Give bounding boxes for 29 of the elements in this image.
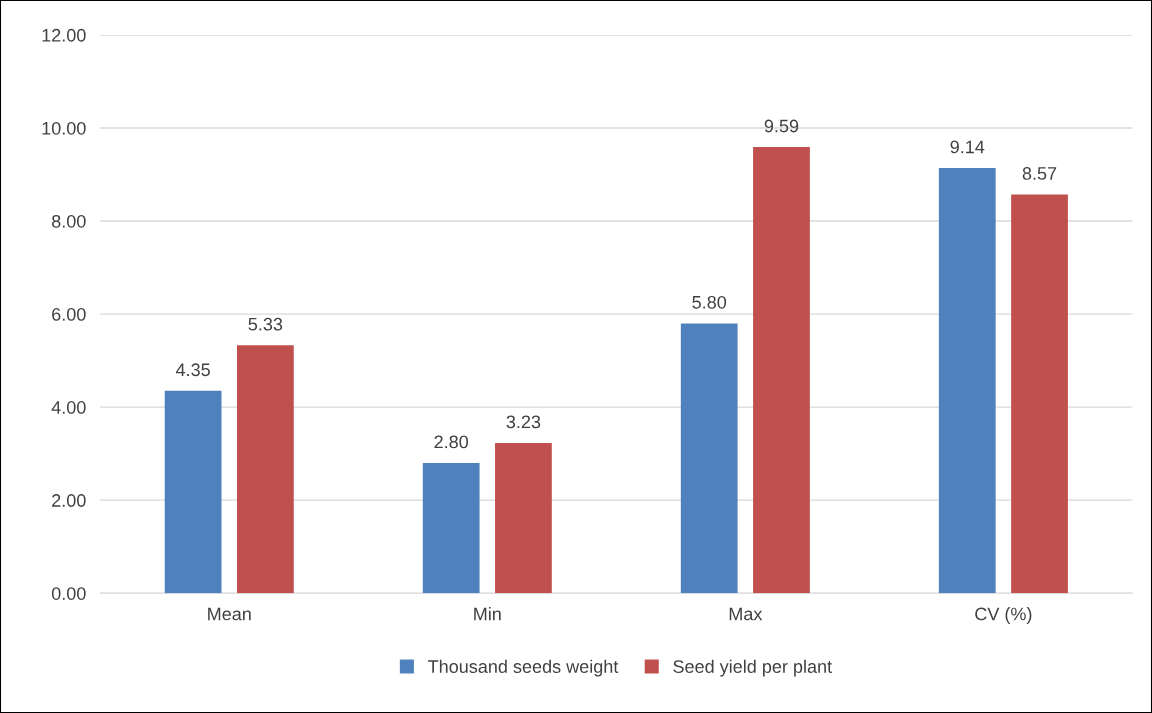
data-label: 5.33 — [248, 317, 283, 331]
x-tick-label: Min — [474, 607, 501, 621]
data-label: 4.35 — [175, 363, 210, 377]
bar — [236, 345, 294, 594]
data-label: 5.80 — [692, 295, 727, 309]
bar — [422, 462, 480, 594]
y-tick-label: 8.00 — [51, 214, 86, 228]
bar — [680, 323, 738, 594]
bar — [495, 442, 552, 594]
legend-label: Seed yield per plant — [673, 659, 832, 677]
bar — [164, 390, 222, 594]
x-tick-label: CV (%) — [975, 607, 1032, 624]
y-tick-label: 6.00 — [52, 308, 86, 321]
data-label: 9.14 — [950, 140, 985, 154]
legend-label: Thousand seeds weight — [428, 659, 619, 677]
bar — [1011, 194, 1068, 594]
x-tick-label: Mean — [208, 607, 251, 621]
y-tick-label: 2.00 — [52, 494, 86, 507]
y-tick-label: 12.00 — [42, 28, 86, 42]
bar — [938, 167, 996, 594]
data-label: 2.80 — [434, 435, 469, 449]
y-tick-label: 4.00 — [51, 401, 86, 414]
data-label: 8.57 — [1022, 167, 1057, 180]
bar — [753, 147, 810, 594]
data-label: 3.23 — [506, 415, 541, 429]
data-label: 9.59 — [764, 119, 799, 133]
x-tick-label: Max — [729, 607, 763, 621]
y-tick-label: 0.00 — [51, 587, 86, 600]
y-tick-label: 10.00 — [42, 121, 86, 135]
